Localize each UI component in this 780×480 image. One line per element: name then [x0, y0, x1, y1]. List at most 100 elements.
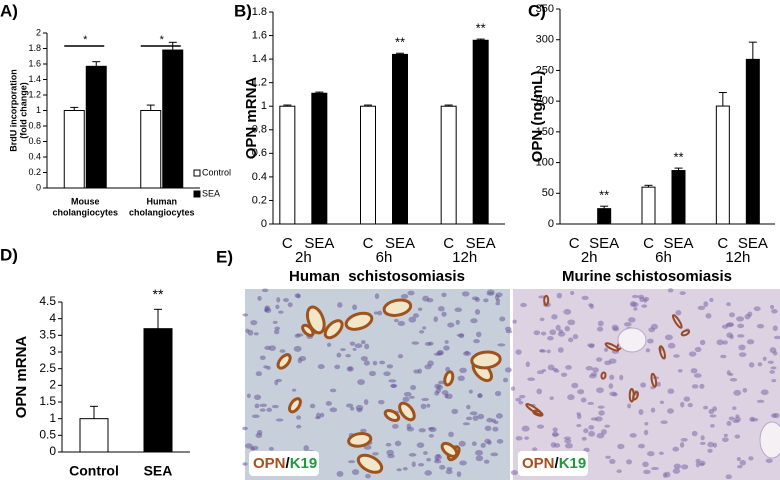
image-title: Human schistosomiasis [289, 268, 465, 285]
tissue-cell [694, 346, 702, 352]
tissue-cell [773, 412, 780, 419]
bar [85, 65, 107, 189]
tissue-cell [746, 339, 755, 345]
tissue-cell [408, 316, 417, 323]
tissue-cell [716, 339, 724, 346]
tissue-cell [659, 400, 664, 405]
tissue-cell [680, 437, 688, 442]
tissue-cell [709, 414, 717, 418]
tissue-cell [402, 396, 410, 402]
tissue-cell [549, 396, 554, 400]
tissue-cell [515, 349, 522, 355]
tissue-cell [667, 408, 674, 414]
tissue-cell [326, 342, 332, 347]
legend-swatch [193, 190, 201, 198]
duct [658, 345, 666, 360]
tissue-cell [264, 345, 271, 350]
tissue-cell [596, 432, 605, 439]
tissue-cell [456, 333, 465, 337]
tissue-cell [397, 354, 404, 359]
y-axis-label: OPN mRNA [13, 336, 30, 419]
duct [344, 311, 374, 331]
tissue-cell [707, 441, 715, 448]
tissue-cell [329, 407, 338, 413]
tissue-cell [567, 394, 575, 401]
tissue-cell [697, 305, 706, 310]
tissue-cell [549, 329, 557, 336]
tissue-cell [457, 375, 465, 381]
tissue-cell [445, 393, 453, 400]
tissue-cell [409, 395, 415, 399]
significance: ** [599, 188, 609, 203]
panel-label: A) [0, 1, 18, 20]
duct [443, 370, 455, 387]
tissue-cell [274, 326, 281, 331]
tissue-cell [266, 407, 273, 413]
tissue-cell [298, 355, 307, 362]
significance: ** [395, 35, 405, 50]
y-tick-label: 1.2 [28, 89, 41, 99]
tissue-cell [612, 392, 618, 397]
tissue-cell [296, 424, 302, 429]
duct [543, 294, 550, 307]
tissue-cell [434, 454, 442, 461]
tissue-cell [553, 442, 561, 448]
tissue-cell [251, 445, 259, 451]
tissue-cell [583, 447, 590, 453]
tissue-cell [722, 340, 728, 345]
series-label: SEA [385, 235, 415, 252]
tissue-cell [472, 415, 479, 421]
tissue-cell [733, 389, 742, 396]
tissue-cell [275, 418, 284, 422]
tissue-cell [576, 424, 582, 428]
y-tick-label: 1.4 [252, 53, 267, 65]
tissue-cell [770, 366, 777, 370]
stain: K19 [559, 455, 587, 472]
y-tick-label: 250 [536, 64, 554, 76]
tissue-cell [560, 372, 568, 377]
tissue-cell [680, 401, 685, 408]
tissue-cell [748, 456, 754, 461]
tissue-cell [546, 349, 551, 354]
tissue-cell [441, 311, 447, 317]
stain-label: OPN/K19 [253, 455, 317, 472]
tissue-cell [699, 462, 705, 467]
series-label: SEA [466, 235, 496, 252]
tissue-cell [466, 404, 471, 410]
tissue-cell [492, 426, 499, 432]
tissue-cell [437, 305, 445, 312]
stain-box [249, 451, 319, 476]
tissue-cell [700, 435, 705, 441]
tissue-cell [355, 404, 364, 411]
y-tick-label: 0 [548, 218, 554, 230]
tissue-cell [422, 295, 430, 302]
tissue-cell [275, 304, 280, 310]
tissue-cell [360, 428, 367, 433]
tissue-cell [337, 302, 343, 308]
tissue-cell [480, 442, 486, 448]
tissue-cell [705, 313, 712, 319]
y-tick-label: 0.5 [39, 428, 56, 442]
tissue-cell [329, 388, 337, 393]
tissue-cell [707, 448, 713, 453]
tissue-cell [372, 452, 379, 456]
tissue-cell [242, 426, 248, 431]
tissue-cell [340, 348, 346, 352]
tissue-cell [416, 442, 425, 448]
y-tick-label: 4 [49, 311, 56, 325]
tissue-cell [639, 296, 645, 303]
y-tick-label: 200 [536, 95, 554, 107]
tissue-cell [461, 291, 470, 297]
legend-swatch [193, 169, 201, 177]
bar [143, 328, 173, 453]
y-axis-label: BrdU incorporation [8, 69, 18, 152]
tissue-cell [664, 471, 671, 478]
tissue-cell [609, 374, 615, 380]
tissue-cell [373, 311, 379, 315]
tissue-cell [411, 341, 420, 345]
tissue-cell [454, 307, 463, 313]
tissue-cell [577, 389, 585, 395]
tissue-cell [520, 302, 527, 308]
error-bar [644, 184, 653, 188]
tissue-cell [650, 323, 659, 330]
